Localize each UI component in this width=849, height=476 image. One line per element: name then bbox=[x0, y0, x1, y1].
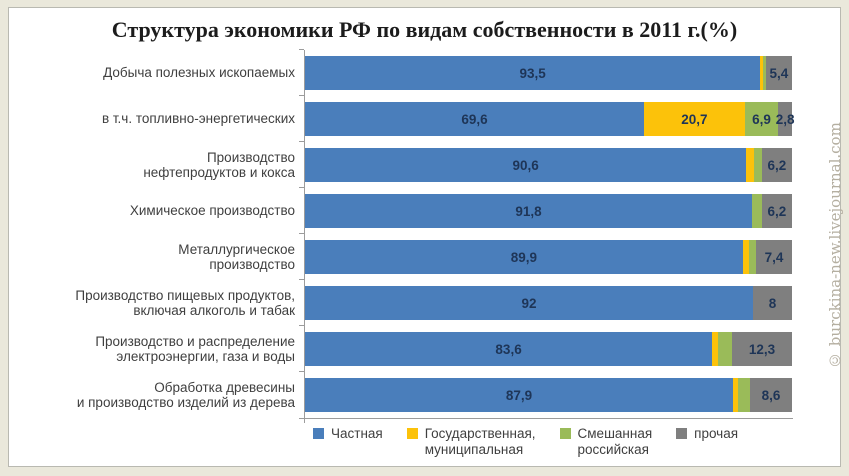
segment-value-label: 92 bbox=[521, 295, 537, 311]
category-label: в т.ч. топливно-энергетических bbox=[101, 111, 295, 127]
bar-segment: 93,5 bbox=[305, 56, 761, 90]
segment-value-label: 83,6 bbox=[495, 341, 522, 357]
bar-track: 93,5 5,4 bbox=[299, 49, 792, 96]
legend-item: прочая bbox=[676, 426, 738, 457]
stacked-bar: 93,5 5,4 bbox=[305, 56, 792, 90]
segment-value-label: 6,2 bbox=[767, 203, 787, 219]
segment-value-label: 87,9 bbox=[505, 387, 533, 403]
bar-segment bbox=[749, 240, 756, 274]
bar-segment: 7,4 bbox=[755, 240, 792, 274]
segment-value-label: 93,5 bbox=[519, 65, 546, 81]
bar-segment bbox=[712, 332, 718, 366]
watermark: © burckina-new.livejournal.com bbox=[826, 122, 844, 370]
bar-segment bbox=[746, 148, 754, 182]
bar-segment: 12,3 bbox=[732, 332, 792, 366]
stacked-bar: 89,9 7,4 bbox=[305, 240, 792, 274]
stacked-bar: 90,6 6,2 bbox=[305, 148, 792, 182]
segment-value-label: 89,9 bbox=[510, 249, 538, 265]
bar-segment: 6,2 bbox=[761, 194, 792, 228]
legend-label: Смешанная российская bbox=[577, 426, 653, 457]
legend-swatch bbox=[313, 428, 324, 439]
legend-label: Частная bbox=[331, 426, 383, 441]
category-label: Обработка древесины и производство издел… bbox=[76, 379, 295, 410]
bar-segment bbox=[760, 56, 763, 90]
bar-segment: 2,8 bbox=[775, 102, 795, 136]
legend-swatch bbox=[676, 428, 688, 439]
segment-value-label: 12,3 bbox=[748, 341, 776, 357]
chart-row: Производство и распределение электроэнер… bbox=[9, 325, 840, 372]
chart-row: Металлургическое производство 89,9 7,4 bbox=[9, 233, 840, 280]
chart-plot-area: Добыча полезных ископаемых 93,5 5,4 в т.ч. … bbox=[9, 49, 840, 418]
segment-value-label: 6,9 bbox=[752, 111, 771, 127]
bar-segment bbox=[752, 194, 762, 228]
segment-value-label: 7,4 bbox=[764, 249, 784, 265]
bar-segment: 92 bbox=[305, 286, 754, 320]
bar-track: 89,9 7,4 bbox=[299, 233, 792, 280]
legend-item: Государственная, муниципальная bbox=[406, 426, 536, 457]
bar-track: 91,8 6,2 bbox=[299, 187, 792, 234]
category-label: Производство и распределение электроэнер… bbox=[95, 333, 295, 364]
category-label: Производство нефтепродуктов и кокса bbox=[143, 149, 295, 180]
chart-row: Добыча полезных ископаемых 93,5 5,4 bbox=[9, 49, 840, 96]
bar-track: 83,6 12,3 bbox=[299, 325, 792, 372]
segment-value-label: 8,6 bbox=[761, 387, 781, 403]
bar-segment bbox=[738, 378, 751, 412]
bar-segment: 89,9 bbox=[305, 240, 743, 274]
bar-segment bbox=[753, 148, 762, 182]
chart-row: Химическое производство 91,8 6,2 bbox=[9, 187, 840, 234]
legend-label: Государственная, муниципальная bbox=[424, 426, 536, 457]
segment-value-label: 2,8 bbox=[775, 111, 795, 127]
bar-segment: 20,7 bbox=[643, 102, 745, 136]
segment-value-label: 69,6 bbox=[461, 111, 488, 127]
bar-segment: 6,9 bbox=[744, 102, 779, 136]
bar-segment bbox=[742, 240, 750, 274]
legend-swatch bbox=[559, 428, 571, 439]
bar-segment bbox=[762, 56, 766, 90]
segment-value-label: 5,4 bbox=[769, 65, 789, 81]
bar-segment: 6,2 bbox=[761, 148, 792, 182]
bar-track: 69,6 20,7 6,9 2,8 bbox=[299, 95, 795, 142]
chart-row: Производство нефтепродуктов и кокса 90,6 6… bbox=[9, 141, 840, 188]
bar-segment bbox=[733, 378, 739, 412]
bar-segment: 5,4 bbox=[765, 56, 792, 90]
category-label: Химическое производство bbox=[129, 203, 295, 219]
category-label: Металлургическое производство bbox=[178, 241, 295, 272]
bar-segment bbox=[717, 332, 733, 366]
legend-label: прочая bbox=[694, 426, 739, 441]
stacked-bar: 87,9 8,6 bbox=[305, 378, 792, 412]
segment-value-label: 6,2 bbox=[767, 157, 787, 173]
category-label: Производство пищевых продуктов, включая … bbox=[75, 287, 295, 318]
bar-segment: 83,6 bbox=[305, 332, 713, 366]
stacked-bar: 69,6 20,7 6,9 2,8 bbox=[305, 102, 795, 136]
bar-segment: 87,9 bbox=[305, 378, 734, 412]
bar-segment: 8,6 bbox=[750, 378, 792, 412]
bar-track: 92 8 bbox=[299, 279, 792, 326]
stacked-bar: 91,8 6,2 bbox=[305, 194, 792, 228]
segment-value-label: 90,6 bbox=[512, 157, 539, 173]
segment-value-label: 8 bbox=[768, 295, 777, 311]
bar-track: 90,6 6,2 bbox=[299, 141, 792, 188]
bar-segment: 69,6 bbox=[305, 102, 644, 136]
stacked-bar: 92 8 bbox=[305, 286, 792, 320]
x-axis-line bbox=[299, 418, 793, 423]
chart-title: Структура экономики РФ по видам собствен… bbox=[111, 17, 738, 42]
bar-segment: 8 bbox=[753, 286, 792, 320]
legend: Частная Государственная, муниципальная Сме… bbox=[313, 426, 840, 457]
chart-row: в т.ч. топливно-энергетических 69,6 20,7 6,… bbox=[9, 95, 840, 142]
chart-row: Обработка древесины и производство издел… bbox=[9, 371, 840, 418]
bar-segment: 91,8 bbox=[305, 194, 753, 228]
bar-track: 87,9 8,6 bbox=[299, 371, 792, 418]
stacked-bar: 83,6 12,3 bbox=[305, 332, 792, 366]
bar-segment: 90,6 bbox=[305, 148, 747, 182]
chart-row: Производство пищевых продуктов, включая … bbox=[9, 279, 840, 326]
legend-item: Смешанная российская bbox=[559, 426, 653, 457]
segment-value-label: 20,7 bbox=[681, 111, 708, 127]
legend-item: Частная bbox=[313, 426, 383, 457]
chart-panel: Структура экономики РФ по видам собствен… bbox=[8, 7, 841, 467]
category-label: Добыча полезных ископаемых bbox=[103, 65, 295, 81]
legend-swatch bbox=[406, 428, 418, 439]
segment-value-label: 91,8 bbox=[515, 203, 542, 219]
